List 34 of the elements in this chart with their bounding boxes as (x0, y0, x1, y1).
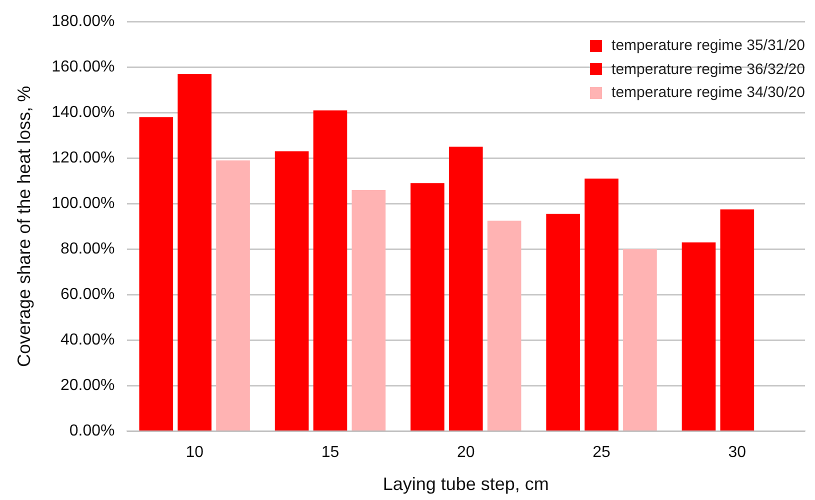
y-tick-label: 40.00% (60, 332, 115, 349)
y-tick-label: 180.00% (52, 13, 115, 30)
legend-label: temperature regime 36/32/20 (612, 60, 805, 78)
bar (178, 74, 212, 430)
bar (487, 220, 522, 430)
legend-label: temperature regime 34/30/20 (612, 84, 805, 102)
y-tick-label: 160.00% (52, 58, 115, 76)
y-tick-label: 60.00% (60, 286, 115, 304)
bar (682, 242, 716, 430)
y-tick-label: 140.00% (52, 104, 115, 122)
bar (274, 151, 309, 430)
bar (139, 117, 174, 430)
y-axis-title: Coverage share of the heat loss, % (14, 86, 34, 367)
y-tick-label: 80.00% (60, 240, 115, 258)
bar (313, 110, 348, 430)
x-tick-label: 20 (456, 444, 475, 462)
bar (410, 183, 444, 430)
x-axis-title: Laying tube step, cm (382, 474, 549, 494)
bar (546, 214, 580, 430)
bar (720, 209, 754, 430)
y-tick-label: 100.00% (52, 195, 115, 212)
bar (216, 160, 250, 430)
y-tick-label: 0.00% (69, 422, 115, 440)
y-tick-label: 120.00% (52, 150, 115, 167)
legend-label: temperature regime 35/31/20 (612, 37, 805, 54)
bar (623, 249, 657, 430)
y-tick-label: 20.00% (60, 377, 115, 394)
x-tick-label: 25 (592, 444, 611, 462)
bar (352, 190, 386, 430)
x-tick-label: 10 (186, 444, 204, 462)
bar (584, 178, 618, 430)
x-tick-label: 30 (728, 444, 746, 462)
x-tick-label: 15 (321, 444, 340, 462)
bar (448, 146, 483, 430)
